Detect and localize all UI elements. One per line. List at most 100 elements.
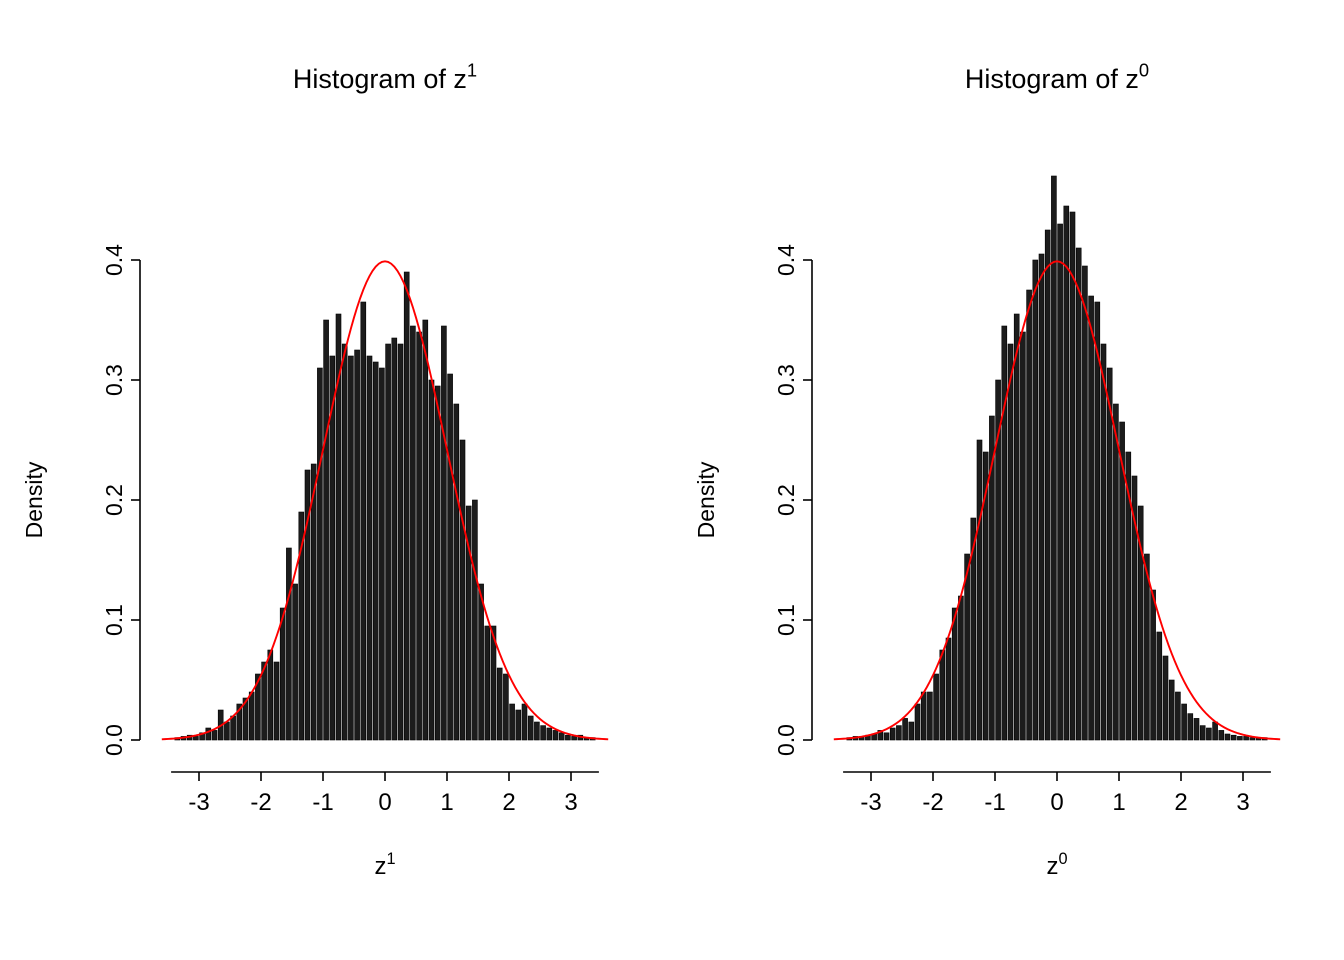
histogram-bar xyxy=(230,715,236,741)
histogram-bar xyxy=(521,703,528,741)
histogram-bar xyxy=(354,349,360,741)
histogram-bar xyxy=(1218,730,1225,741)
x-axis-label: z0 xyxy=(1046,850,1067,880)
histogram-bar xyxy=(199,732,205,741)
histogram-bar xyxy=(546,727,553,741)
x-tick-label: -3 xyxy=(860,789,881,816)
y-tick-label: 0.2 xyxy=(773,484,799,516)
histogram-bar xyxy=(927,691,933,741)
histogram-bar xyxy=(914,703,921,741)
y-tick-label: 0.4 xyxy=(101,244,127,276)
histogram-bar xyxy=(472,499,478,741)
histogram-bar xyxy=(385,343,391,741)
x-axis: -3 -2 -1 0 1 2 3 xyxy=(171,771,599,816)
y-tick-label: 0.0 xyxy=(101,724,127,756)
histogram-bar xyxy=(552,730,559,741)
histogram-bar xyxy=(1113,403,1119,741)
y-tick-label: 0.3 xyxy=(773,364,799,396)
histogram-bar xyxy=(1237,736,1243,741)
normal-curve xyxy=(161,260,609,741)
histogram-bar xyxy=(877,730,884,741)
x-axis-label: z1 xyxy=(374,850,395,880)
histogram-bar xyxy=(341,343,348,741)
histogram-bar xyxy=(372,361,379,741)
histogram-bar xyxy=(1038,253,1045,741)
x-tick-label: 0 xyxy=(378,789,391,816)
histogram-bar xyxy=(348,355,354,741)
histogram-bar xyxy=(1013,313,1020,741)
x-tick-label: -1 xyxy=(984,789,1005,816)
histogram-bar xyxy=(945,637,952,741)
histogram-bar xyxy=(298,511,305,741)
x-tick-label: 3 xyxy=(564,789,577,816)
histogram-bar xyxy=(236,703,243,741)
histogram-bar xyxy=(1230,734,1237,741)
histogram-bar xyxy=(908,721,915,741)
histogram-bar xyxy=(428,379,435,741)
histogram-bar xyxy=(1150,589,1156,741)
histogram-bar xyxy=(255,673,261,741)
histogram-bar xyxy=(571,736,577,741)
histogram-bar xyxy=(995,379,1001,741)
x-tick-label: 3 xyxy=(1236,789,1249,816)
x-tick-label: -2 xyxy=(922,789,943,816)
histogram-bar xyxy=(1044,229,1051,741)
histogram-bar xyxy=(1063,205,1070,741)
histogram-bar xyxy=(989,415,995,741)
histogram-bar xyxy=(1007,343,1014,741)
histogram-bar xyxy=(465,505,472,741)
histogram-bar xyxy=(1162,655,1169,741)
y-tick-label: 0.1 xyxy=(773,604,799,636)
y-axis-label: Density xyxy=(693,461,719,538)
histogram-bar xyxy=(379,367,385,741)
histogram-bar xyxy=(896,725,902,741)
histogram-bar xyxy=(1075,247,1082,741)
histogram-bar xyxy=(261,661,267,741)
histogram-bar xyxy=(970,517,977,741)
histogram-bar xyxy=(515,709,522,741)
histogram-bar xyxy=(527,715,534,741)
histogram-bar xyxy=(1137,505,1144,741)
histogram-bar xyxy=(205,727,212,741)
x-axis: -3 -2 -1 0 1 2 3 xyxy=(843,771,1271,816)
histogram-bar xyxy=(1131,475,1138,741)
histogram-bar xyxy=(304,469,311,741)
histogram-bar xyxy=(317,367,323,741)
histogram-bar xyxy=(1175,691,1181,741)
histogram-bar xyxy=(889,727,896,741)
histogram-bar xyxy=(310,463,317,741)
x-tick-label: 2 xyxy=(1174,789,1187,816)
histogram-bar xyxy=(422,319,429,741)
histogram-bar xyxy=(540,725,546,741)
histogram-bar xyxy=(1224,733,1231,741)
histogram-bars xyxy=(846,175,1268,741)
y-tick-label: 0.4 xyxy=(773,244,799,276)
histogram-bar xyxy=(1249,737,1256,741)
histogram-bar xyxy=(248,691,255,741)
histogram-bar xyxy=(397,343,404,741)
histogram-bar xyxy=(1051,175,1057,741)
histogram-bar xyxy=(416,331,422,741)
histogram-bar xyxy=(224,721,230,741)
histogram-bar xyxy=(920,691,927,741)
histogram-bar xyxy=(1144,553,1150,741)
histogram-bar xyxy=(933,673,939,741)
histogram-bar xyxy=(329,355,336,741)
histogram-bar xyxy=(453,403,460,741)
y-tick-label: 0.0 xyxy=(773,724,799,756)
plot-title: Histogram of z0 xyxy=(965,60,1149,94)
histogram-bar xyxy=(1026,289,1032,741)
histogram-bar xyxy=(1088,295,1094,741)
histogram-bar xyxy=(459,439,466,741)
histogram-bar xyxy=(1206,727,1212,741)
histogram-bar xyxy=(1156,631,1163,741)
histogram-bar xyxy=(1181,703,1187,741)
histogram-bar xyxy=(1106,367,1113,741)
histogram-bar xyxy=(410,325,416,741)
panel-histogram-z0: Histogram of z0 0.0 0.1 0.2 0.3 0.4 -3 -2 -1 0 1 2 3… xyxy=(672,0,1344,960)
histogram-bar xyxy=(279,607,286,741)
histogram-bar xyxy=(366,355,373,741)
histogram-bar xyxy=(958,595,964,741)
histogram-bar xyxy=(484,625,491,741)
histogram-bar xyxy=(1168,679,1175,741)
